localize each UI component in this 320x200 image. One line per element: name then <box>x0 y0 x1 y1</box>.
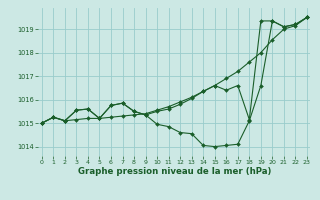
X-axis label: Graphe pression niveau de la mer (hPa): Graphe pression niveau de la mer (hPa) <box>78 167 271 176</box>
